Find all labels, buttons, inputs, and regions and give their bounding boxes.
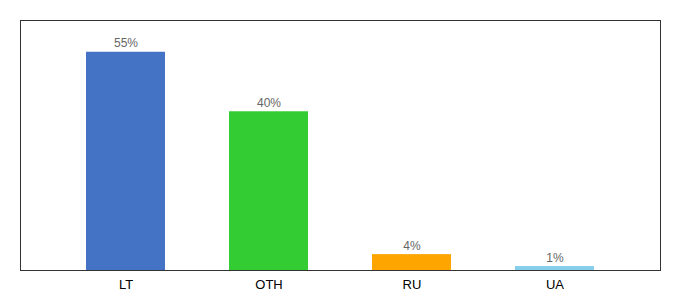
svg-text:OTH: OTH (255, 277, 282, 292)
svg-text:40%: 40% (257, 96, 281, 110)
svg-text:1%: 1% (546, 251, 564, 265)
svg-text:LT: LT (119, 277, 133, 292)
svg-text:4%: 4% (403, 239, 421, 253)
svg-text:RU: RU (403, 277, 422, 292)
svg-text:UA: UA (546, 277, 564, 292)
svg-text:55%: 55% (114, 36, 138, 50)
